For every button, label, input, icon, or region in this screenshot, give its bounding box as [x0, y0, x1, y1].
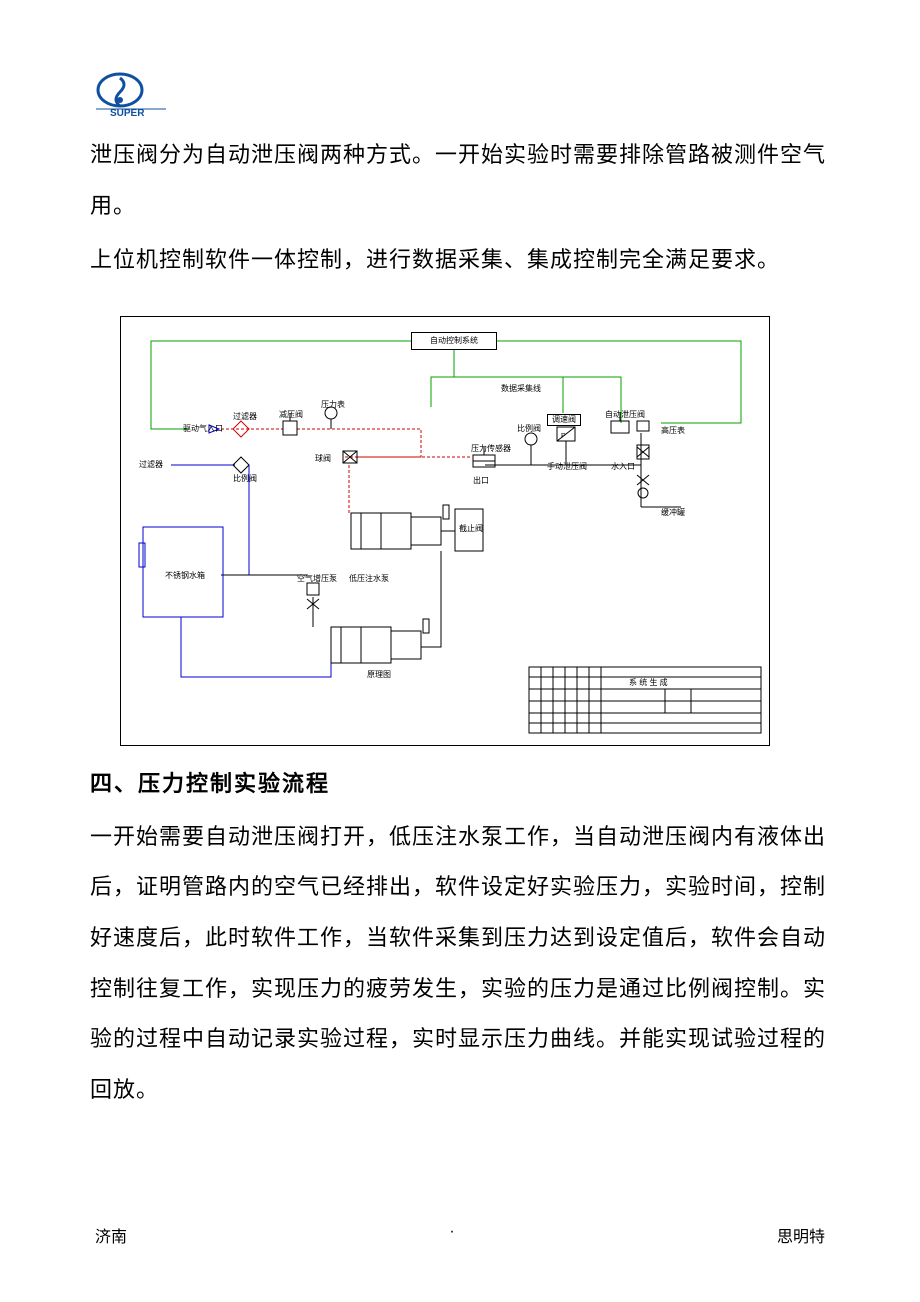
lbl-gas-in: 驱动气入口 — [183, 423, 223, 434]
lbl-filter2: 比例阀 — [233, 473, 257, 484]
lbl-air-pump: 低压注水泵 — [349, 573, 389, 584]
svg-text:P: P — [561, 433, 566, 440]
lbl-manual-relief: 水入口 — [611, 461, 635, 472]
brand-logo: SUPER — [90, 70, 176, 120]
node-auto-ctrl: 自动控制系统 — [411, 332, 497, 350]
lbl-outlet: 缓冲罐 — [661, 507, 685, 518]
lbl-check-valve: 空气增压泵 — [297, 573, 337, 584]
system-diagram: P — [120, 316, 770, 746]
lbl-prop-valve2: 出口 — [473, 475, 489, 486]
lbl-ball-valve: 压力传感器 — [471, 443, 511, 454]
paragraph-2: 上位机控制软件一体控制，进行数据采集、集成控制完全满足要求。 — [90, 235, 830, 286]
footer-right: 思明特 — [777, 1223, 825, 1247]
lbl-speed-valve: 自动泄压阀 — [605, 409, 645, 420]
logo-text: SUPER — [110, 108, 145, 119]
footer-center: · — [449, 1223, 454, 1247]
node-tank: 不锈钢水箱 — [157, 567, 213, 585]
footer-left: 济南 — [95, 1223, 127, 1247]
page-footer: 济南 · 思明特 — [0, 1223, 920, 1247]
lbl-hp-gauge: 比例阀 — [517, 423, 541, 434]
lbl-filter1: 过滤器 — [233, 411, 257, 422]
paragraph-1: 泄压阀分为自动泄压阀两种方式。一开始实验时需要排除管路被测件空气用。 — [90, 130, 830, 231]
node-digital: 调速阀 — [547, 414, 581, 426]
body-paragraph: 一开始需要自动泄压阀打开，低压注水泵工作，当自动泄压阀内有液体出后，证明管路内的… — [90, 812, 830, 1116]
lbl-buffer: 截止阀 — [459, 523, 483, 534]
lbl-prop-valve1: 球阀 — [315, 453, 331, 464]
lbl-lp-pump: 原理图 — [367, 669, 391, 680]
lbl-reducer: 减压阀 — [279, 409, 303, 420]
lbl-gauge1: 压力表 — [321, 399, 345, 410]
section-heading: 四、压力控制实验流程 — [90, 766, 830, 798]
lbl-auto-relief: 高压表 — [661, 425, 685, 436]
lbl-water-in: 过滤器 — [139, 459, 163, 470]
lbl-press-sensor: 手动泄压阀 — [547, 461, 587, 472]
lbl-title-block: 系 统 生 成 — [629, 677, 668, 688]
lbl-data-line: 数据采集线 — [501, 383, 541, 394]
